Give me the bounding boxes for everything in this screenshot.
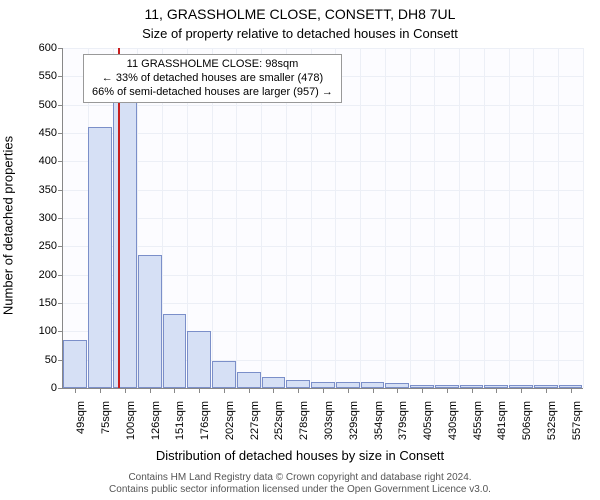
histogram-bar — [237, 372, 261, 388]
x-tick-mark — [447, 388, 448, 393]
grid-line-h — [63, 48, 583, 49]
histogram-bar — [138, 255, 162, 388]
info-line-larger: 66% of semi-detached houses are larger (… — [92, 86, 333, 100]
x-tick-mark — [521, 388, 522, 393]
chart-subtitle: Size of property relative to detached ho… — [0, 26, 600, 41]
grid-line-v — [533, 48, 534, 388]
chart-title-address: 11, GRASSHOLME CLOSE, CONSETT, DH8 7UL — [0, 6, 600, 22]
y-tick-label: 50 — [45, 354, 63, 366]
x-axis-title: Distribution of detached houses by size … — [0, 448, 600, 463]
footer-licence: Contains public sector information licen… — [0, 484, 600, 496]
grid-line-h — [63, 161, 583, 162]
x-tick-mark — [249, 388, 250, 393]
grid-line-v — [583, 48, 584, 388]
x-tick-label: 557sqm — [569, 401, 583, 440]
x-tick-mark — [496, 388, 497, 393]
x-tick-label: 49sqm — [73, 401, 87, 434]
x-tick-mark — [199, 388, 200, 393]
info-line-smaller: ← 33% of detached houses are smaller (47… — [92, 72, 333, 86]
plot-area: 05010015020025030035040045050055060049sq… — [62, 48, 583, 389]
x-tick-label: 329sqm — [346, 401, 360, 440]
x-tick-label: 455sqm — [470, 401, 484, 440]
x-tick-mark — [75, 388, 76, 393]
x-tick-mark — [472, 388, 473, 393]
x-tick-label: 430sqm — [445, 401, 459, 440]
grid-line-v — [558, 48, 559, 388]
grid-line-v — [410, 48, 411, 388]
x-tick-mark — [397, 388, 398, 393]
grid-line-h — [63, 246, 583, 247]
chart-footer: Contains HM Land Registry data © Crown c… — [0, 472, 600, 496]
y-tick-label: 500 — [39, 99, 63, 111]
grid-line-h — [63, 218, 583, 219]
x-tick-mark — [273, 388, 274, 393]
y-tick-label: 150 — [39, 297, 63, 309]
y-tick-label: 200 — [39, 269, 63, 281]
x-tick-label: 506sqm — [519, 401, 533, 440]
info-line-property: 11 GRASSHOLME CLOSE: 98sqm — [92, 58, 333, 72]
x-tick-mark — [546, 388, 547, 393]
x-tick-label: 303sqm — [321, 401, 335, 440]
y-tick-label: 0 — [51, 382, 63, 394]
y-tick-label: 100 — [39, 325, 63, 337]
x-tick-label: 532sqm — [544, 401, 558, 440]
x-tick-label: 481sqm — [494, 401, 508, 440]
grid-line-v — [434, 48, 435, 388]
x-tick-mark — [125, 388, 126, 393]
x-tick-mark — [150, 388, 151, 393]
y-tick-label: 400 — [39, 155, 63, 167]
x-tick-label: 354sqm — [371, 401, 385, 440]
histogram-bar — [163, 314, 187, 388]
grid-line-v — [509, 48, 510, 388]
x-tick-label: 176sqm — [197, 401, 211, 440]
histogram-bar — [262, 377, 286, 388]
histogram-bar — [286, 380, 310, 388]
y-tick-label: 450 — [39, 127, 63, 139]
x-tick-mark — [373, 388, 374, 393]
y-tick-label: 250 — [39, 240, 63, 252]
x-tick-label: 126sqm — [148, 401, 162, 440]
x-tick-label: 252sqm — [271, 401, 285, 440]
grid-line-v — [360, 48, 361, 388]
histogram-bar — [63, 340, 87, 388]
y-tick-label: 350 — [39, 184, 63, 196]
x-tick-mark — [224, 388, 225, 393]
x-tick-label: 151sqm — [172, 401, 186, 440]
x-tick-mark — [100, 388, 101, 393]
x-tick-label: 405sqm — [420, 401, 434, 440]
x-tick-label: 75sqm — [98, 401, 112, 434]
y-tick-label: 600 — [39, 42, 63, 54]
histogram-bar — [187, 331, 211, 388]
grid-line-h — [63, 190, 583, 191]
grid-line-v — [385, 48, 386, 388]
y-tick-label: 550 — [39, 70, 63, 82]
x-tick-label: 227sqm — [247, 401, 261, 440]
x-tick-mark — [348, 388, 349, 393]
footer-copyright: Contains HM Land Registry data © Crown c… — [0, 472, 600, 484]
grid-line-v — [459, 48, 460, 388]
x-tick-label: 100sqm — [123, 401, 137, 440]
property-size-histogram: 11, GRASSHOLME CLOSE, CONSETT, DH8 7UL S… — [0, 0, 600, 500]
x-tick-mark — [422, 388, 423, 393]
y-tick-label: 300 — [39, 212, 63, 224]
histogram-bar — [212, 361, 236, 388]
x-tick-mark — [323, 388, 324, 393]
x-tick-label: 202sqm — [222, 401, 236, 440]
histogram-bar — [113, 99, 137, 388]
x-tick-mark — [174, 388, 175, 393]
grid-line-v — [484, 48, 485, 388]
histogram-bar — [88, 127, 112, 388]
grid-line-h — [63, 105, 583, 106]
x-tick-label: 278sqm — [296, 401, 310, 440]
x-tick-mark — [298, 388, 299, 393]
info-box: 11 GRASSHOLME CLOSE: 98sqm ← 33% of deta… — [83, 54, 342, 103]
y-axis-title: Number of detached properties — [1, 56, 16, 396]
x-tick-mark — [571, 388, 572, 393]
x-tick-label: 379sqm — [395, 401, 409, 440]
grid-line-h — [63, 133, 583, 134]
